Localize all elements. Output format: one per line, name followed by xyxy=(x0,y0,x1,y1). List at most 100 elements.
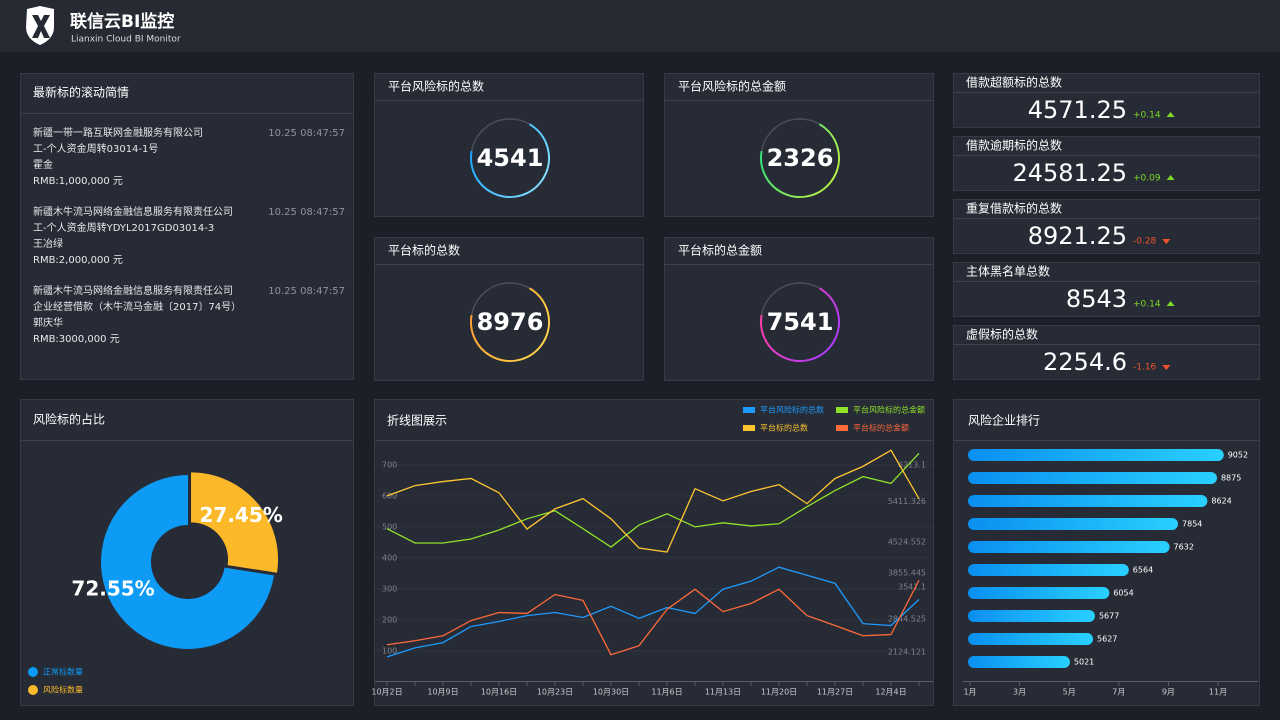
legend-swatch xyxy=(28,685,38,695)
kpi-panel xyxy=(664,73,934,217)
panel-title: 风险企业排行 xyxy=(968,413,1040,428)
stat-title: 借款超额标的总数 xyxy=(966,75,1062,90)
news-line: RMB:3000,000 元 xyxy=(33,334,120,345)
news-time: 10.25 08:47:57 xyxy=(268,207,345,218)
x-tick-label: 10月2日 xyxy=(371,688,402,697)
bar xyxy=(968,587,1110,599)
kpi-value: 8976 xyxy=(477,308,544,336)
bar-value-label: 5677 xyxy=(1099,612,1119,621)
header-bar xyxy=(0,0,1280,52)
x-tick-label: 11月20日 xyxy=(761,688,797,697)
bar-value-label: 6564 xyxy=(1133,566,1153,575)
stat-panel xyxy=(953,73,1260,128)
x-tick-label: 9月 xyxy=(1162,688,1175,697)
bar xyxy=(968,472,1217,484)
legend-label: 平台标的总金额 xyxy=(853,423,909,433)
news-line: 工-个人资金周转03014-1号 xyxy=(33,142,158,155)
bar-value-label: 5021 xyxy=(1074,658,1094,667)
app-subtitle: Lianxin Cloud BI Monitor xyxy=(71,35,181,45)
trend-arrow xyxy=(1162,365,1171,370)
news-line: RMB:1,000,000 元 xyxy=(33,176,123,187)
stat-panel xyxy=(953,199,1260,254)
stat-panel xyxy=(953,262,1260,317)
stat-change: +0.14 xyxy=(1133,111,1161,121)
bar xyxy=(968,518,1179,530)
legend-swatch xyxy=(836,425,848,431)
y-tick-label: 200 xyxy=(382,615,397,624)
pie-slice xyxy=(191,472,279,573)
legend-swatch xyxy=(28,667,38,677)
panel-title: 平台标的总金额 xyxy=(678,243,762,258)
y-tick-label: 700 xyxy=(382,460,397,469)
trend-arrow xyxy=(1166,175,1175,180)
panel-title: 平台标的总数 xyxy=(388,243,460,258)
stat-title: 主体黑名单总数 xyxy=(966,264,1050,279)
bar-value-label: 7854 xyxy=(1182,520,1202,529)
x-tick-label: 3月 xyxy=(1013,688,1026,697)
trend-arrow xyxy=(1162,239,1171,244)
bar xyxy=(968,610,1095,622)
panel-title: 最新标的滚动简情 xyxy=(33,85,129,100)
series-line xyxy=(386,579,920,656)
kpi-ring xyxy=(760,282,840,362)
stat-title: 借款逾期标的总数 xyxy=(966,138,1062,153)
kpi-ring xyxy=(470,282,550,362)
x-tick-label: 10月9日 xyxy=(427,688,458,697)
news-panel xyxy=(20,73,354,380)
pie-slice xyxy=(101,475,274,649)
news-time: 10.25 08:47:57 xyxy=(268,286,345,297)
x-tick-label: 12月4日 xyxy=(875,688,906,697)
stat-title: 重复借款标的总数 xyxy=(966,201,1062,216)
x-tick-label: 11月 xyxy=(1209,688,1227,697)
kpi-value: 4541 xyxy=(477,144,544,172)
stat-value: 8543 xyxy=(1066,285,1127,313)
x-tick-label: 11月13日 xyxy=(705,688,741,697)
series-line xyxy=(386,452,920,548)
news-time: 10.25 08:47:57 xyxy=(268,128,345,139)
bar xyxy=(968,541,1170,553)
stat-change: -0.28 xyxy=(1133,237,1157,247)
legend-swatch xyxy=(743,425,755,431)
series-line xyxy=(386,449,920,553)
bar-value-label: 8875 xyxy=(1221,474,1241,483)
stat-change: +0.09 xyxy=(1133,174,1161,184)
y2-tick-label: 4524.552 xyxy=(888,538,926,547)
line-panel xyxy=(374,399,934,706)
y-tick-label: 100 xyxy=(382,646,397,655)
stat-panel xyxy=(953,325,1260,380)
legend-label: 平台风险标的总金额 xyxy=(853,405,925,415)
stat-value: 8921.25 xyxy=(1028,222,1127,250)
kpi-value: 7541 xyxy=(767,308,834,336)
y-tick-label: 600 xyxy=(382,491,397,500)
news-line: 王冶绿 xyxy=(33,237,63,250)
stat-value: 4571.25 xyxy=(1028,96,1127,124)
bar xyxy=(968,633,1094,645)
legend-label: 正常标数量 xyxy=(43,667,83,677)
news-line: 霍金 xyxy=(33,158,53,171)
x-tick-label: 10月23日 xyxy=(537,688,573,697)
pie-panel xyxy=(20,399,354,706)
slice-label: 72.55% xyxy=(71,577,154,601)
news-line: 企业经营借款（木牛流马金融〔2017〕74号） xyxy=(33,300,241,313)
y2-tick-label: 6213.1 xyxy=(898,461,926,470)
stat-change: -1.16 xyxy=(1133,363,1157,373)
y-tick-label: 400 xyxy=(382,553,397,562)
kpi-value: 2326 xyxy=(767,144,834,172)
trend-arrow xyxy=(1166,112,1175,117)
stat-value: 2254.6 xyxy=(1043,348,1127,376)
x-tick-label: 1月 xyxy=(963,688,976,697)
news-line: 新疆一带一路互联网金融服务有限公司 xyxy=(33,126,203,139)
news-line: 新疆木牛流马网络金融信息服务有限责任公司 xyxy=(33,284,233,297)
trend-arrow xyxy=(1166,301,1175,306)
legend-swatch xyxy=(743,407,755,413)
panel-title: 平台风险标的总金额 xyxy=(678,79,786,94)
bar-value-label: 7632 xyxy=(1174,543,1194,552)
stat-panel xyxy=(953,136,1260,191)
x-tick-label: 11月27日 xyxy=(817,688,853,697)
kpi-panel xyxy=(374,237,644,381)
legend-label: 平台风险标的总数 xyxy=(760,405,824,415)
y-tick-label: 500 xyxy=(382,522,397,531)
bar xyxy=(968,495,1208,507)
bar xyxy=(968,564,1129,576)
